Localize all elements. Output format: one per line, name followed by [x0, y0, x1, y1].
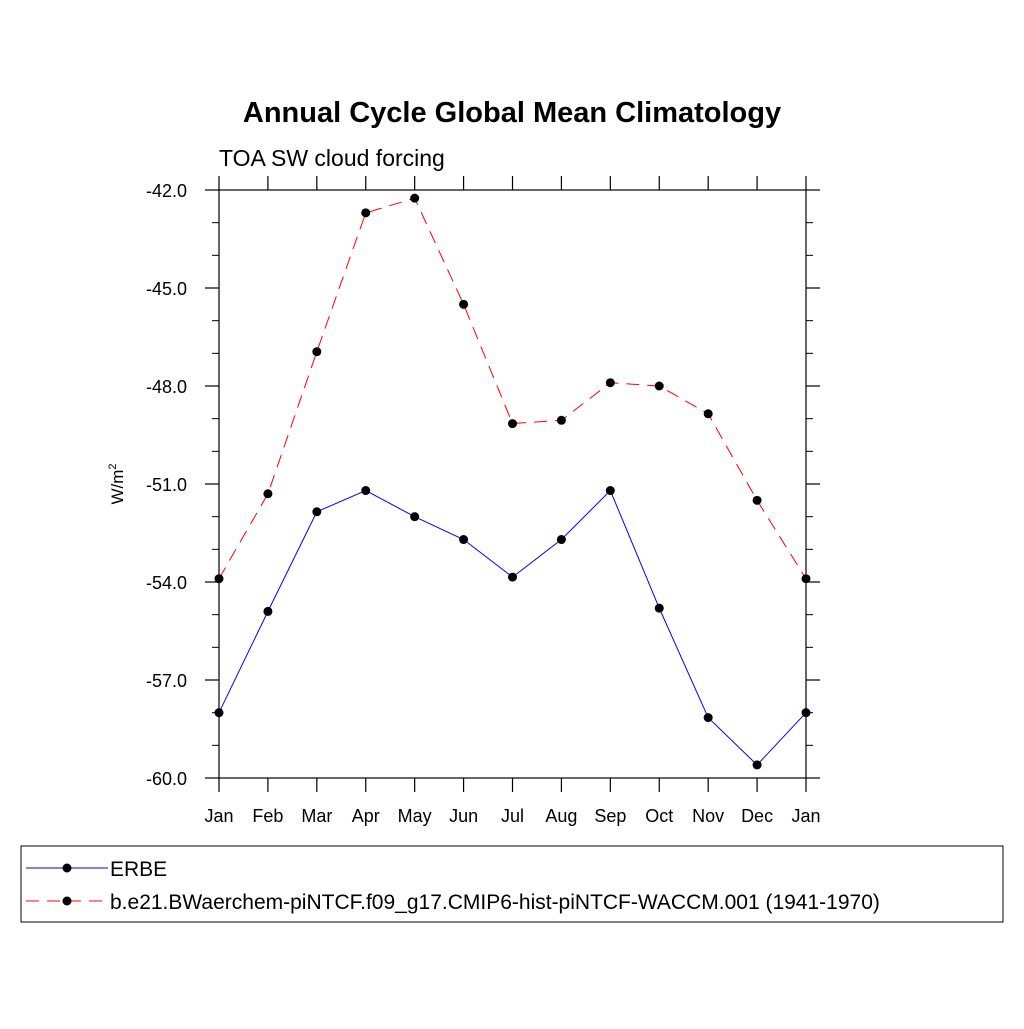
x-tick-label: Jun — [449, 806, 478, 826]
series-1-point — [361, 208, 371, 218]
y-axis: -60.0 -57.0 -54.0 -51.0 -48.0 -45.0 -42.0 — [146, 181, 820, 789]
x-tick-label: Apr — [352, 806, 380, 826]
legend-marker-erbe — [62, 863, 72, 873]
y-tick-label: -57.0 — [146, 671, 187, 691]
series-line-0 — [218, 489, 807, 766]
legend-marker-model — [62, 896, 72, 906]
y-axis-label: W/m2 — [107, 463, 127, 504]
series-0-point — [263, 606, 273, 616]
series-0-point — [801, 708, 811, 718]
series-1-point — [214, 574, 224, 584]
plot-frame — [218, 189, 807, 779]
legend: ERBE b.e21.BWaerchem-piNTCF.f09_g17.CMIP… — [20, 845, 1004, 923]
x-tick-label: Feb — [252, 806, 283, 826]
x-tick-label: Nov — [692, 806, 724, 826]
series-0-point — [312, 507, 322, 517]
legend-label-erbe: ERBE — [110, 858, 167, 881]
series-1-point — [556, 415, 566, 425]
y-tick-label: -54.0 — [146, 573, 187, 593]
series-0-point — [410, 512, 420, 522]
series-1-point — [312, 347, 322, 357]
x-tick-label: Jan — [791, 806, 820, 826]
series-1-point — [703, 409, 713, 419]
legend-box — [20, 845, 1004, 923]
series-1-point — [459, 299, 469, 309]
y-tick-label: -51.0 — [146, 475, 187, 495]
y-tick-label: -48.0 — [146, 377, 187, 397]
x-tick-label: Aug — [545, 806, 577, 826]
y-tick-label: -45.0 — [146, 279, 187, 299]
series-0-point — [361, 486, 371, 496]
series-0-point — [654, 603, 664, 613]
x-tick-label: Sep — [594, 806, 626, 826]
series-1-point — [605, 378, 615, 388]
series-0-point — [752, 760, 762, 770]
y-axis-label-base: W/m — [108, 470, 127, 505]
series-0-point — [556, 535, 566, 545]
plot-border — [218, 189, 807, 779]
series-1-point — [654, 381, 664, 391]
series-1-point — [801, 574, 811, 584]
series-0-point — [459, 535, 469, 545]
series-line-1 — [218, 197, 807, 579]
x-tick-label: Dec — [741, 806, 773, 826]
series-0-point — [214, 708, 224, 718]
chart-title: Annual Cycle Global Mean Climatology — [243, 97, 781, 129]
legend-label-model: b.e21.BWaerchem-piNTCF.f09_g17.CMIP6-his… — [110, 891, 880, 914]
x-tick-label: Jan — [204, 806, 233, 826]
y-tick-label: -42.0 — [146, 181, 187, 201]
series-0-point — [703, 713, 713, 723]
x-axis: Jan Feb Mar Apr May Jun Jul Aug Sep Oct Nov Dec Jan — [204, 176, 821, 826]
series-0-point — [508, 572, 517, 582]
series-1-point — [410, 193, 420, 203]
x-tick-label: Jul — [501, 806, 524, 826]
series-1-point — [508, 419, 517, 429]
series-1-point — [752, 495, 762, 505]
series-layer — [214, 193, 811, 770]
series-1-point — [263, 489, 273, 499]
x-tick-label: Oct — [645, 806, 673, 826]
y-axis-label-superscript: 2 — [107, 463, 119, 469]
x-tick-label: May — [398, 806, 432, 826]
chart-subtitle: TOA SW cloud forcing — [219, 145, 445, 171]
series-0-point — [605, 486, 615, 496]
x-tick-label: Mar — [301, 806, 332, 826]
y-tick-label: -60.0 — [146, 769, 187, 789]
